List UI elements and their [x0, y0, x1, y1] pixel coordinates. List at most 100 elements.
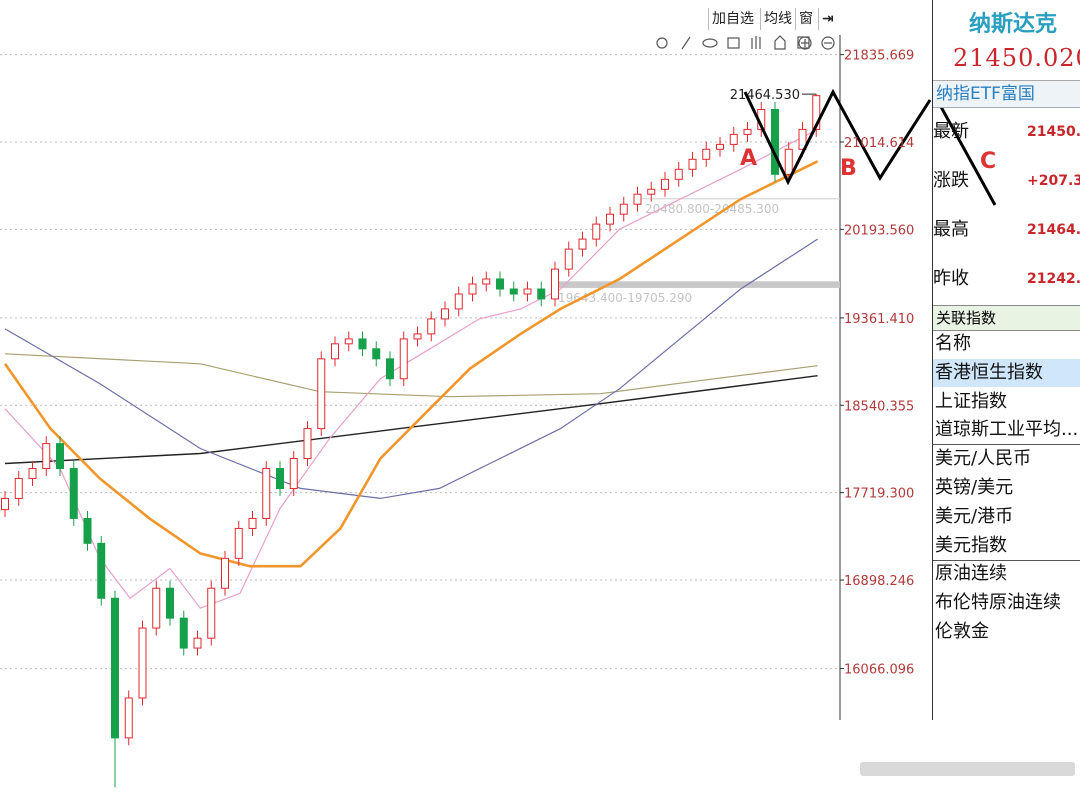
candle-body — [344, 338, 353, 345]
quote-panel: 纳斯达克 21450.020 纳指ETF富国 最新 21450.0 涨跌 +207.3… — [932, 0, 1080, 720]
quote-row: 昨收 21242.7 — [933, 264, 1080, 294]
candle-body — [303, 428, 312, 460]
related-column-header: 名称 — [935, 333, 971, 354]
candle-body — [537, 288, 546, 300]
candle-body — [702, 148, 711, 160]
quote-label: 涨跌 — [933, 170, 969, 191]
tool-icon[interactable] — [751, 36, 761, 49]
candle-body — [606, 213, 614, 225]
quote-label: 最新 — [933, 121, 969, 142]
related-item[interactable]: 上证指数 — [935, 390, 1007, 412]
range-label: 20480.800-20485.300 — [645, 202, 779, 216]
y-tick-label: 21835.669 — [844, 49, 914, 64]
zoom-icons — [798, 36, 835, 50]
candle-body — [69, 468, 78, 519]
index-name: 纳斯达克 — [969, 11, 1058, 37]
tool-icon[interactable] — [681, 36, 691, 50]
candle-body — [523, 288, 532, 295]
candle-body — [771, 108, 779, 175]
candle-body — [564, 248, 573, 270]
candle-body — [729, 133, 738, 145]
zoom-in — [801, 39, 809, 47]
zoom-in[interactable] — [798, 36, 812, 50]
range-band — [553, 281, 840, 288]
candle-body — [812, 95, 821, 130]
candle-body — [743, 128, 752, 135]
candle-body — [152, 587, 161, 629]
scrollbar[interactable] — [860, 762, 1075, 776]
candle-body — [111, 597, 119, 739]
y-tick-label: 19361.410 — [844, 312, 914, 327]
quote-row: 最新 21450.0 — [933, 117, 1080, 147]
toolbar-button[interactable]: 窗 — [795, 8, 816, 30]
candle-body — [496, 278, 504, 290]
quote-value: 21450.0 — [1027, 124, 1080, 140]
candle-body — [248, 517, 257, 529]
quote-row: 涨跌 +207.3 — [933, 166, 1080, 196]
related-item[interactable]: 香港恒生指数 — [933, 358, 1080, 387]
candle-body — [441, 308, 449, 320]
candle-body — [427, 318, 436, 335]
tool-icon[interactable] — [727, 37, 740, 49]
quote-label: 昨收 — [933, 268, 969, 289]
related-item[interactable]: 原油连续 — [935, 563, 1007, 585]
hand-stroke — [938, 104, 997, 206]
candle-body — [716, 143, 724, 150]
toolbar-button[interactable]: 均线 — [760, 8, 795, 30]
toolbar-button[interactable]: 加自选 — [708, 8, 757, 30]
ma-line — [4, 353, 818, 398]
fund-name[interactable]: 纳指ETF富国 — [933, 80, 1080, 108]
hand-letter: B — [840, 156, 857, 181]
candle-body — [468, 283, 477, 295]
candle-body — [798, 128, 807, 150]
related-item[interactable]: 伦敦金 — [935, 621, 989, 642]
candle-body — [482, 278, 491, 285]
hand-drawing — [743, 88, 997, 206]
zoom-out[interactable] — [821, 36, 835, 50]
candle-body — [358, 338, 367, 350]
candle-body — [234, 527, 243, 559]
quote-row: 最高 21464.5 — [933, 215, 1080, 245]
related-item[interactable]: 道琼斯工业平均... — [933, 416, 1080, 446]
candle-body — [454, 293, 463, 310]
y-tick-label: 18540.355 — [844, 399, 914, 414]
candle-body — [331, 343, 339, 360]
index-price: 21450.020 — [953, 44, 1080, 72]
tool-icon[interactable] — [774, 35, 786, 50]
quote-value: 21464.5 — [1027, 222, 1080, 238]
tool-icon[interactable] — [656, 37, 668, 49]
hand-letter: C — [980, 149, 996, 174]
related-item[interactable]: 美元/人民币 — [935, 448, 1032, 470]
tool-icon[interactable] — [702, 38, 718, 48]
related-item[interactable]: 布伦特原油连续 — [935, 592, 1061, 614]
candle-body — [784, 148, 793, 175]
candle-body — [97, 542, 106, 599]
candle-body — [289, 458, 298, 490]
candle-body — [578, 238, 587, 250]
candle-body — [372, 348, 381, 360]
candle-body — [56, 443, 64, 470]
toolbar-icon[interactable]: ⇥ — [818, 8, 837, 30]
candle-body — [619, 203, 628, 215]
y-tick-label: 16066.096 — [844, 663, 914, 678]
quote-value: 21242.7 — [1027, 271, 1080, 287]
candle-body — [674, 168, 683, 180]
hand-letter: A — [740, 146, 757, 171]
related-item[interactable]: 美元/港币 — [935, 505, 1014, 527]
related-item[interactable]: 美元指数 — [933, 532, 1080, 561]
candle-body — [592, 223, 601, 240]
related-item[interactable]: 英镑/美元 — [935, 477, 1014, 498]
hand-zigzag — [743, 88, 932, 186]
range-label: 19643.400-19705.290 — [558, 291, 692, 305]
candle-body — [317, 358, 326, 430]
candle-body — [221, 557, 229, 589]
candle-body — [193, 637, 202, 649]
max-label: 21464.530 — [730, 88, 800, 103]
ma-line — [4, 128, 818, 609]
candle-body — [633, 193, 642, 205]
candle-body — [551, 268, 559, 300]
candle-body — [413, 333, 422, 340]
candle-body — [28, 468, 37, 480]
